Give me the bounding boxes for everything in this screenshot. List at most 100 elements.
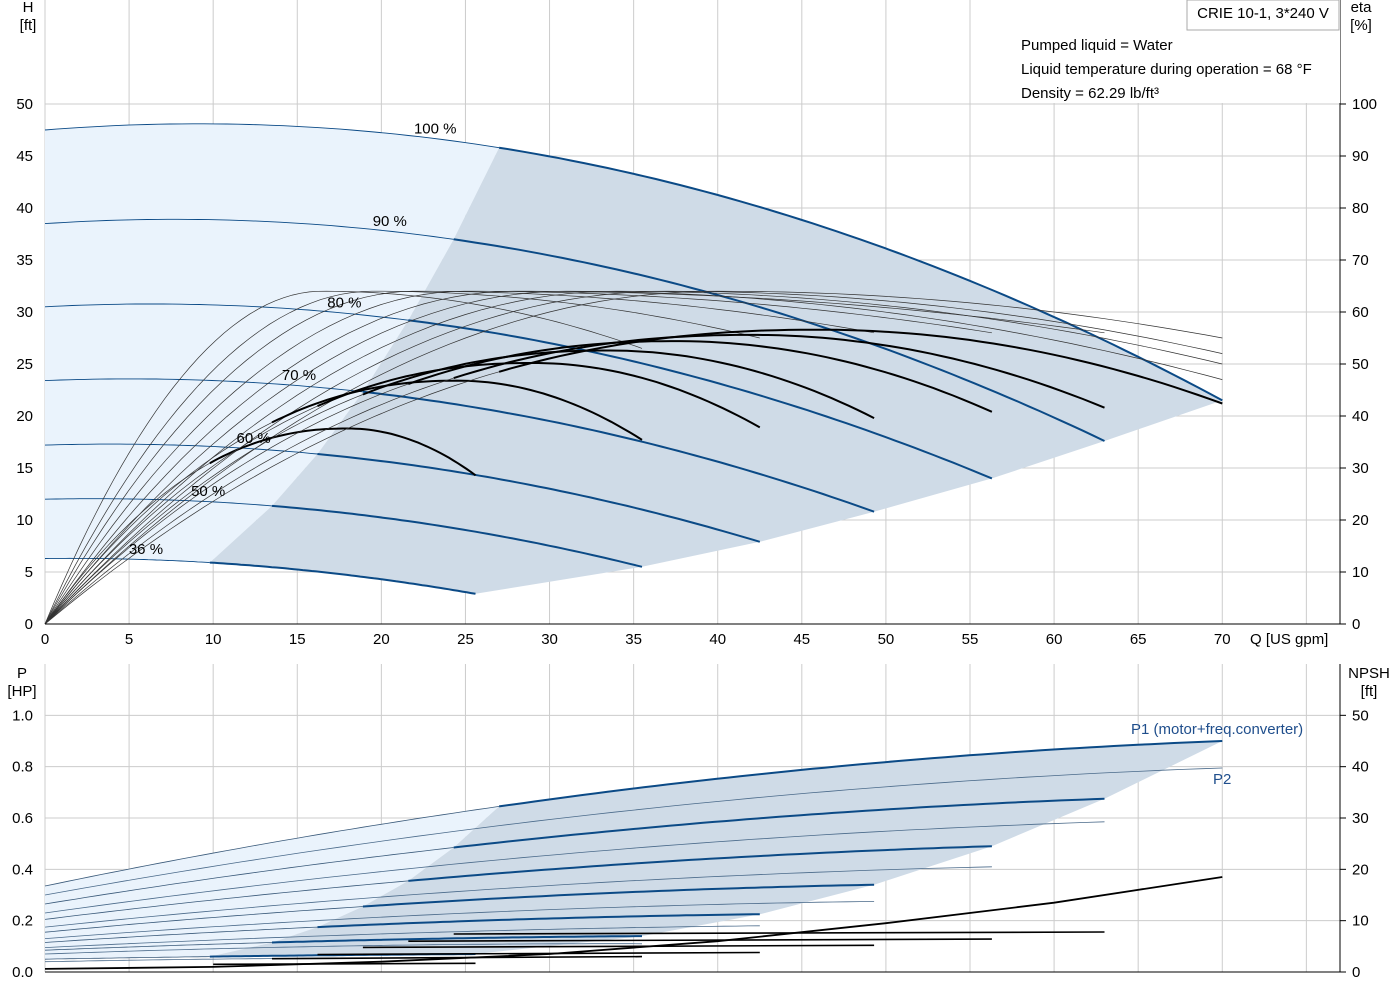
flow-axis-title: Q [US gpm]: [1250, 631, 1328, 648]
head-tick-5: 5: [25, 564, 33, 581]
x-tick-40: 40: [709, 631, 726, 648]
power-chart-axes: 0.0 0.2 0.4 0.6 0.8 1.0 0 10 20 30 40 50: [12, 664, 1369, 981]
power-chart-regions: [45, 741, 1223, 960]
power-operating-region: [209, 741, 1223, 957]
p2-curve-4: [44, 925, 760, 948]
eta-tick-100: 100: [1352, 96, 1377, 113]
p2-curve-5: [44, 943, 643, 955]
head-tick-50: 50: [16, 96, 33, 113]
speed-curve-1: [453, 238, 1105, 442]
x-tick-0: 0: [41, 631, 49, 648]
head-tick-20: 20: [16, 408, 33, 425]
p1-curve-thin-4: [44, 926, 318, 943]
info-line-density: Density = 62.29 lb/ft³: [1021, 85, 1159, 102]
eta-curve-5: [453, 333, 1105, 409]
speed-curve-thin-4: [44, 443, 318, 455]
eta-tick-30: 30: [1352, 460, 1369, 477]
npsh-tick-0: 0: [1352, 964, 1360, 981]
p1-curve-thin-2: [44, 880, 409, 920]
info-line-liquid: Pumped liquid = Water: [1021, 37, 1173, 54]
eta-curve-0: [209, 427, 477, 477]
p1-curve-3: [362, 883, 875, 908]
npsh-tick-20: 20: [1352, 861, 1369, 878]
eta-curve-thin-4: [44, 383, 409, 625]
power-axis-title: P: [17, 665, 27, 682]
eta-tick-70: 70: [1352, 252, 1369, 269]
speed-curve-6: [209, 561, 476, 595]
p1-curve-2: [408, 845, 992, 882]
power-axis-unit: [HP]: [7, 683, 36, 700]
operating-region: [209, 147, 1223, 594]
speed-curve-thin-2: [44, 303, 409, 321]
speed-curve-thin-0: [44, 123, 500, 149]
speed-curve-4: [317, 453, 761, 543]
head-tick-45: 45: [16, 148, 33, 165]
npsh-tick-40: 40: [1352, 759, 1369, 776]
speed-curve-5: [271, 504, 643, 568]
head-chart-curves: [44, 123, 1223, 625]
power-tick-0.8: 0.8: [12, 759, 33, 776]
x-tick-30: 30: [541, 631, 558, 648]
npsh-curve-3: [362, 944, 875, 949]
p1-curve-thin-5: [44, 942, 273, 951]
eta-axis-unit: [%]: [1350, 17, 1372, 34]
npsh-tick-30: 30: [1352, 810, 1369, 827]
x-tick-5: 5: [125, 631, 133, 648]
power-tick-0.2: 0.2: [12, 913, 33, 930]
p1-series-label: P1 (motor+freq.converter): [1131, 721, 1303, 738]
p1-curve-thin-3: [44, 906, 363, 933]
power-tick-0.0: 0.0: [12, 964, 33, 981]
npsh-curve-6: [44, 876, 1223, 970]
eta-curve-2: [317, 362, 761, 429]
speed-curve-3: [362, 390, 875, 513]
npsh-curve-2: [317, 951, 760, 956]
speed-label-0: 100 %: [414, 120, 457, 137]
eta-tick-40: 40: [1352, 408, 1369, 425]
power-tick-1.0: 1.0: [12, 707, 33, 724]
head-tick-30: 30: [16, 304, 33, 321]
speed-label-2: 80 %: [327, 295, 361, 312]
power-chart-curves: [44, 740, 1223, 970]
p1-curve-0: [498, 740, 1223, 808]
x-tick-70: 70: [1214, 631, 1231, 648]
info-line-temperature: Liquid temperature during operation = 68…: [1021, 61, 1312, 78]
x-tick-25: 25: [457, 631, 474, 648]
eta-curve-thin-6: [44, 371, 500, 625]
head-tick-0: 0: [25, 616, 33, 633]
head-chart-axes: 0 5 10 15 20 25 30 35 40 45 50 55 60 65 70 0 5 10 15 20 25 30…: [16, 0, 1377, 648]
npsh-curve-5: [453, 931, 1105, 935]
npsh-tick-10: 10: [1352, 913, 1369, 930]
p2-curve-1: [44, 821, 1105, 914]
x-tick-45: 45: [793, 631, 810, 648]
head-tick-35: 35: [16, 252, 33, 269]
eta-curve-3: [362, 349, 875, 419]
npsh-axis-unit: [ft]: [1361, 683, 1378, 700]
eta-tick-20: 20: [1352, 512, 1369, 529]
x-tick-65: 65: [1130, 631, 1147, 648]
eta-curve-thin-3: [44, 394, 364, 625]
p1-curve-4: [317, 913, 760, 929]
eta-tick-50: 50: [1352, 356, 1369, 373]
npsh-axis-title: NPSH: [1348, 665, 1390, 682]
eta-curve-thin-1: [44, 422, 273, 625]
power-low-flow-region: [45, 806, 500, 960]
eta-tick-10: 10: [1352, 564, 1369, 581]
x-tick-20: 20: [373, 631, 390, 648]
head-axis-title: H: [23, 0, 34, 16]
npsh-curve-4: [408, 938, 992, 942]
p1-curve-thin-1: [44, 847, 454, 905]
head-chart-curve-labels: 100 % 90 % 80 % 70 % 60 % 50 % 36 %: [129, 120, 457, 558]
speed-curve-thin-1: [44, 218, 454, 240]
head-tick-15: 15: [16, 460, 33, 477]
x-tick-60: 60: [1046, 631, 1063, 648]
eta-curve-6: [498, 328, 1223, 405]
x-tick-55: 55: [962, 631, 979, 648]
eta-curve-4: [407, 340, 993, 413]
head-tick-25: 25: [16, 356, 33, 373]
eta-tick-90: 90: [1352, 148, 1369, 165]
p2-curve-2: [44, 866, 992, 928]
eta-tick-80: 80: [1352, 200, 1369, 217]
p2-curve-3: [44, 901, 875, 939]
model-label: CRIE 10-1, 3*240 V: [1197, 5, 1329, 22]
